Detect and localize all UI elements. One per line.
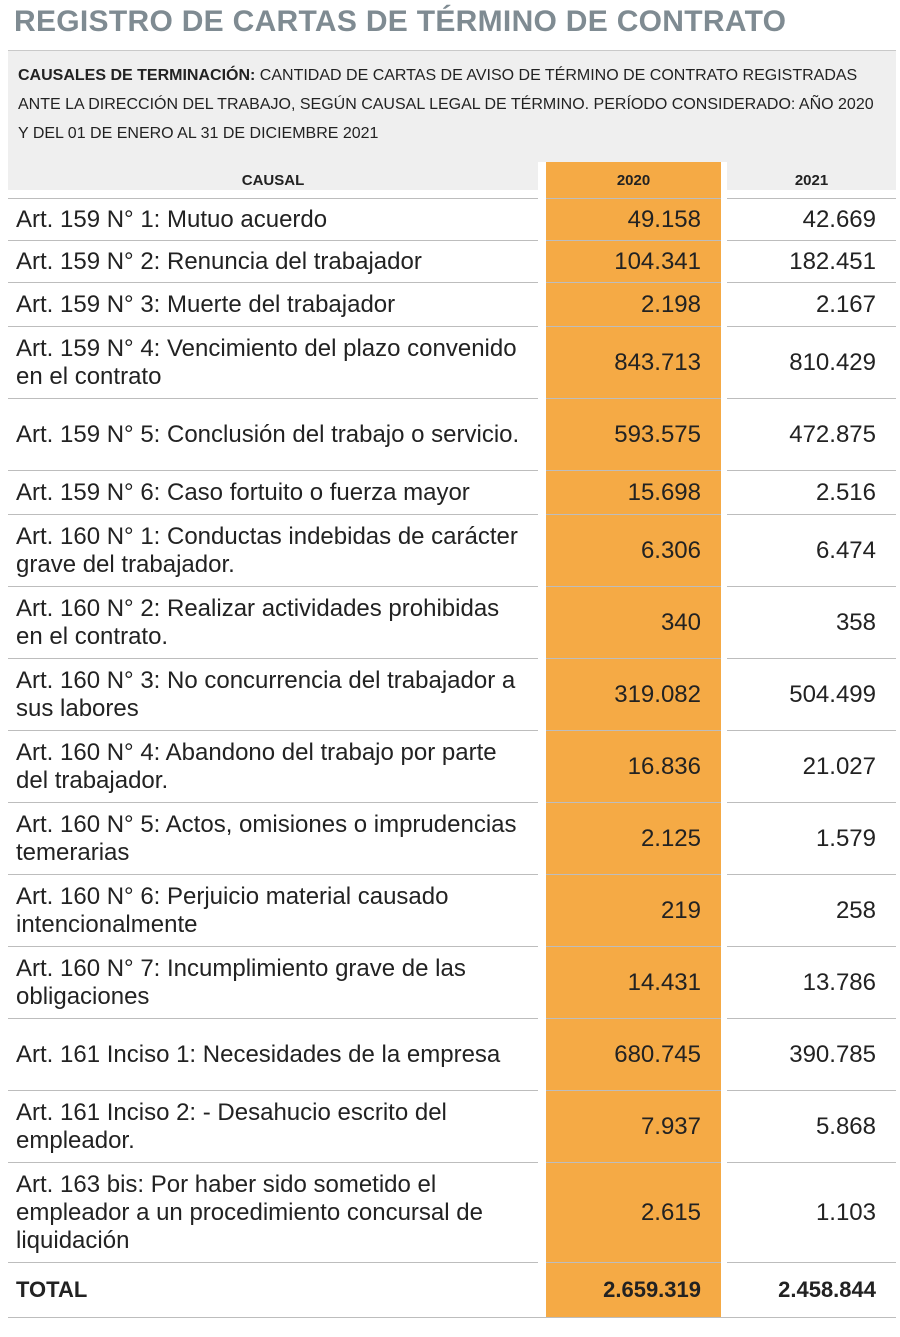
- row-value-2020: 15.698: [546, 471, 721, 515]
- row-value-2020: 2.615: [546, 1163, 721, 1263]
- table-row: Art. 160 N° 7: Incumplimiento grave de l…: [8, 947, 896, 1019]
- row-value-2021: 5.868: [727, 1091, 896, 1163]
- row-value-2021: 258: [727, 875, 896, 947]
- row-causal: Art. 159 N° 4: Vencimiento del plazo con…: [8, 327, 538, 399]
- row-value-2021: 390.785: [727, 1019, 896, 1091]
- row-causal: Art. 161 Inciso 1: Necesidades de la emp…: [8, 1019, 538, 1091]
- table-row: Art. 160 N° 1: Conductas indebidas de ca…: [8, 515, 896, 587]
- row-value-2021: 6.474: [727, 515, 896, 587]
- table-row: Art. 160 N° 2: Realizar actividades proh…: [8, 587, 896, 659]
- table-row: Art. 160 N° 3: No concurrencia del traba…: [8, 659, 896, 731]
- table-container: CAUSAL 2020 2021 Art. 159 N° 1: Mutuo ac…: [8, 162, 896, 1318]
- terminations-table: CAUSAL 2020 2021 Art. 159 N° 1: Mutuo ac…: [8, 162, 896, 1318]
- row-value-2020: 680.745: [546, 1019, 721, 1091]
- row-value-2021: 504.499: [727, 659, 896, 731]
- table-header-row: CAUSAL 2020 2021: [8, 162, 896, 199]
- row-value-2020: 219: [546, 875, 721, 947]
- row-value-2021: 472.875: [727, 399, 896, 471]
- row-causal: Art. 163 bis: Por haber sido sometido el…: [8, 1163, 538, 1263]
- row-value-2021: 358: [727, 587, 896, 659]
- row-causal: Art. 160 N° 1: Conductas indebidas de ca…: [8, 515, 538, 587]
- row-value-2020: 2.198: [546, 283, 721, 327]
- row-causal: Art. 159 N° 2: Renuncia del trabajador: [8, 241, 538, 283]
- table-row: Art. 160 N° 5: Actos, omisiones o imprud…: [8, 803, 896, 875]
- row-causal: Art. 159 N° 1: Mutuo acuerdo: [8, 199, 538, 241]
- row-value-2020: 14.431: [546, 947, 721, 1019]
- total-label: TOTAL: [8, 1263, 538, 1318]
- row-value-2020: 2.125: [546, 803, 721, 875]
- row-causal: Art. 159 N° 3: Muerte del trabajador: [8, 283, 538, 327]
- row-value-2021: 810.429: [727, 327, 896, 399]
- table-row: Art. 159 N° 5: Conclusión del trabajo o …: [8, 399, 896, 471]
- table-row: Art. 163 bis: Por haber sido sometido el…: [8, 1163, 896, 1263]
- row-causal: Art. 160 N° 2: Realizar actividades proh…: [8, 587, 538, 659]
- table-row: Art. 160 N° 6: Perjuicio material causad…: [8, 875, 896, 947]
- row-causal: Art. 160 N° 4: Abandono del trabajo por …: [8, 731, 538, 803]
- table-row: Art. 159 N° 1: Mutuo acuerdo 49.158 42.669: [8, 199, 896, 241]
- row-value-2020: 340: [546, 587, 721, 659]
- row-causal: Art. 160 N° 7: Incumplimiento grave de l…: [8, 947, 538, 1019]
- table-description: CAUSALES DE TERMINACIÓN: CANTIDAD DE CAR…: [8, 50, 896, 190]
- description-text: CANTIDAD DE CARTAS DE AVISO DE TÉRMINO D…: [18, 67, 874, 142]
- table-body: Art. 159 N° 1: Mutuo acuerdo 49.158 42.669…: [8, 199, 896, 1263]
- row-value-2021: 182.451: [727, 241, 896, 283]
- page-title: REGISTRO DE CARTAS DE TÉRMINO DE CONTRAT…: [14, 5, 787, 38]
- table-row: Art. 161 Inciso 1: Necesidades de la emp…: [8, 1019, 896, 1091]
- row-value-2021: 2.167: [727, 283, 896, 327]
- row-value-2021: 13.786: [727, 947, 896, 1019]
- table-row: Art. 159 N° 6: Caso fortuito o fuerza ma…: [8, 471, 896, 515]
- total-2020: 2.659.319: [546, 1263, 721, 1318]
- row-causal: Art. 160 N° 6: Perjuicio material causad…: [8, 875, 538, 947]
- table-row: Art. 159 N° 2: Renuncia del trabajador 10…: [8, 241, 896, 283]
- row-causal: Art. 159 N° 5: Conclusión del trabajo o …: [8, 399, 538, 471]
- row-value-2020: 843.713: [546, 327, 721, 399]
- row-value-2021: 1.579: [727, 803, 896, 875]
- header-2020: 2020: [546, 162, 721, 199]
- row-value-2020: 593.575: [546, 399, 721, 471]
- row-causal: Art. 160 N° 5: Actos, omisiones o imprud…: [8, 803, 538, 875]
- row-value-2021: 1.103: [727, 1163, 896, 1263]
- row-value-2020: 16.836: [546, 731, 721, 803]
- row-value-2020: 6.306: [546, 515, 721, 587]
- row-causal: Art. 160 N° 3: No concurrencia del traba…: [8, 659, 538, 731]
- table-row: Art. 160 N° 4: Abandono del trabajo por …: [8, 731, 896, 803]
- row-value-2020: 7.937: [546, 1091, 721, 1163]
- header-2021: 2021: [727, 162, 896, 199]
- row-value-2020: 49.158: [546, 199, 721, 241]
- table-row: Art. 161 Inciso 2: - Desahucio escrito d…: [8, 1091, 896, 1163]
- row-causal: Art. 159 N° 6: Caso fortuito o fuerza ma…: [8, 471, 538, 515]
- table-row: Art. 159 N° 4: Vencimiento del plazo con…: [8, 327, 896, 399]
- row-causal: Art. 161 Inciso 2: - Desahucio escrito d…: [8, 1091, 538, 1163]
- row-value-2020: 104.341: [546, 241, 721, 283]
- row-value-2021: 42.669: [727, 199, 896, 241]
- description-lead: CAUSALES DE TERMINACIÓN:: [18, 67, 256, 84]
- table-row: Art. 159 N° 3: Muerte del trabajador 2.19…: [8, 283, 896, 327]
- row-value-2021: 2.516: [727, 471, 896, 515]
- total-row: TOTAL 2.659.319 2.458.844: [8, 1263, 896, 1318]
- total-2021: 2.458.844: [727, 1263, 896, 1318]
- row-value-2020: 319.082: [546, 659, 721, 731]
- row-value-2021: 21.027: [727, 731, 896, 803]
- header-causal: CAUSAL: [8, 162, 538, 199]
